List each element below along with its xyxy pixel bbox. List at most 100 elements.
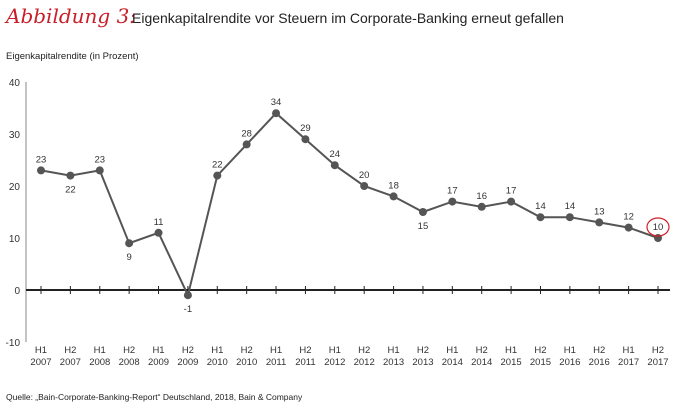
data-point — [125, 239, 134, 248]
y-tick-label: 20 — [9, 182, 21, 193]
data-label: 17 — [447, 186, 458, 197]
data-point — [154, 228, 163, 237]
data-label: 16 — [476, 191, 487, 202]
data-point — [536, 213, 545, 222]
figure-number: Abbildung 3: — [6, 4, 137, 28]
x-tick-label-year: 2010 — [236, 357, 257, 368]
x-tick-label-year: 2012 — [324, 357, 345, 368]
data-point — [624, 223, 633, 232]
x-tick-label-half: H1 — [446, 345, 458, 356]
x-tick-label-half: H1 — [94, 345, 106, 356]
data-label: 34 — [271, 97, 282, 108]
x-tick-label-year: 2015 — [530, 357, 551, 368]
highlight-circle — [646, 217, 670, 237]
data-label: -1 — [184, 304, 192, 315]
data-label: 17 — [506, 186, 517, 197]
x-tick-label-year: 2017 — [647, 357, 668, 368]
data-point — [507, 197, 516, 206]
data-point — [213, 171, 222, 180]
x-tick-label-half: H2 — [241, 345, 253, 356]
series-line — [40, 111, 659, 299]
x-tick-label-half: H1 — [152, 345, 164, 356]
x-tick-label-half: H2 — [123, 345, 135, 356]
data-label: 13 — [594, 206, 605, 217]
x-tick-label-year: 2014 — [471, 357, 492, 368]
x-tick-label-half: H2 — [476, 345, 488, 356]
data-point — [389, 192, 398, 201]
x-tick-label-year: 2012 — [354, 357, 375, 368]
data-label: 28 — [241, 128, 252, 139]
x-tick-label-year: 2011 — [266, 357, 286, 368]
data-label: 14 — [535, 201, 546, 212]
x-tick-label-half: H1 — [211, 345, 223, 356]
x-tick-label-year: 2010 — [207, 357, 228, 368]
y-tick-label: 40 — [9, 78, 21, 89]
data-label: 23 — [36, 154, 47, 165]
x-tick-label-half: H1 — [329, 345, 341, 356]
y-tick-label: 0 — [14, 286, 20, 297]
x-tick-label-half: H1 — [35, 345, 47, 356]
y-axis-label: Eigenkapitalrendite (in Prozent) — [6, 51, 139, 62]
data-point — [448, 197, 457, 206]
x-tick-label-year: 2016 — [559, 357, 580, 368]
x-tick-label-half: H1 — [623, 345, 635, 356]
data-point — [330, 161, 339, 170]
chart-title: Eigenkapitalrendite vor Steuern im Corpo… — [132, 10, 564, 26]
x-tick-label-year: 2007 — [30, 357, 51, 368]
source-note: Quelle: „Bain-Corporate-Banking-Report“ … — [6, 392, 303, 402]
x-tick-label-year: 2008 — [119, 357, 140, 368]
data-point — [477, 202, 486, 211]
data-point — [95, 166, 104, 175]
data-label: 12 — [623, 212, 634, 223]
x-tick-label-half: H1 — [270, 345, 282, 356]
data-label: 22 — [212, 160, 223, 171]
x-tick-label-half: H2 — [593, 345, 605, 356]
data-point — [183, 291, 192, 300]
data-label: 11 — [154, 217, 164, 228]
x-tick-label-half: H1 — [505, 345, 517, 356]
data-point — [418, 208, 427, 216]
x-tick-label-half: H2 — [64, 345, 76, 356]
data-point — [66, 171, 75, 180]
data-label: 23 — [94, 154, 105, 165]
data-label: 10 — [653, 222, 664, 233]
data-point — [595, 218, 604, 227]
x-tick-label-half: H2 — [358, 345, 370, 356]
x-tick-label-year: 2016 — [589, 357, 610, 368]
data-label: 22 — [65, 185, 76, 196]
x-tick-label-half: H1 — [564, 345, 576, 356]
data-point — [37, 166, 45, 175]
x-tick-label-half: H2 — [182, 345, 194, 356]
x-tick-label-half: H2 — [534, 345, 546, 356]
x-tick-label-year: 2015 — [501, 357, 522, 368]
data-point — [360, 182, 369, 190]
x-tick-label-half: H1 — [387, 345, 399, 356]
data-label: 29 — [300, 123, 311, 134]
x-tick-label-half: H2 — [652, 345, 664, 356]
x-tick-label-year: 2014 — [442, 357, 463, 368]
data-label: 20 — [359, 170, 370, 181]
x-tick-label-year: 2011 — [295, 357, 315, 368]
y-tick-label: -10 — [6, 338, 21, 349]
x-tick-label-year: 2009 — [177, 357, 198, 368]
x-tick-label-year: 2009 — [148, 357, 169, 368]
data-label: 15 — [418, 221, 429, 232]
data-point — [272, 109, 281, 118]
x-tick-label-year: 2008 — [89, 357, 110, 368]
data-label: 24 — [330, 149, 341, 160]
x-tick-label-year: 2017 — [618, 357, 639, 368]
data-label: 14 — [565, 201, 576, 212]
x-tick-label-year: 2013 — [412, 357, 433, 368]
y-tick-label: 30 — [9, 130, 21, 141]
x-tick-label-half: H2 — [417, 345, 429, 356]
x-tick-label-half: H2 — [299, 345, 311, 356]
data-label: 9 — [126, 252, 131, 263]
x-tick-label-year: 2013 — [383, 357, 404, 368]
data-point — [565, 213, 574, 222]
x-tick-label-year: 2007 — [60, 357, 81, 368]
data-point — [242, 140, 251, 149]
data-point — [301, 135, 310, 144]
data-label: 18 — [388, 180, 399, 191]
